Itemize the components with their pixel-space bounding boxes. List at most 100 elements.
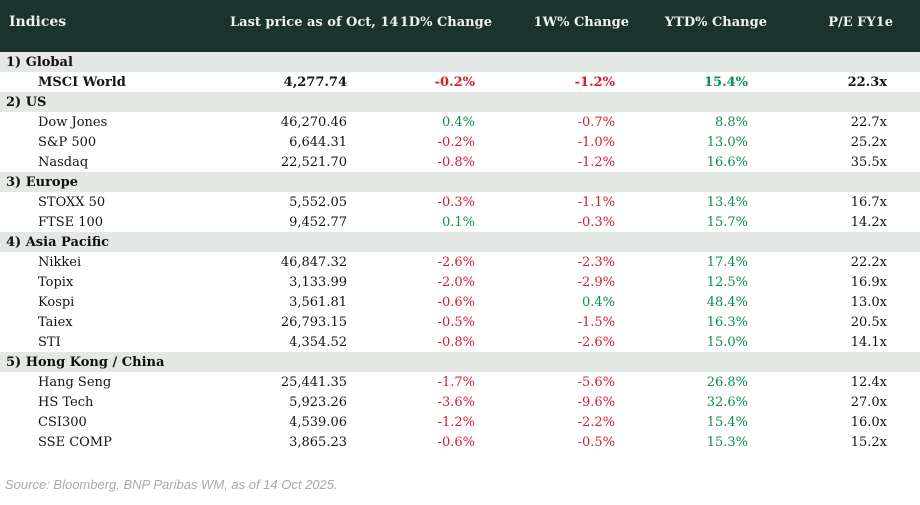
- source-note: Source: Bloomberg, BNP Paribas WM, as of…: [5, 477, 338, 492]
- chg-1d-cell: -3.6%: [437, 394, 475, 410]
- section-row: 4) Asia Pacific: [0, 232, 920, 252]
- last-price-cell: 3,865.23: [289, 434, 347, 450]
- pe-cell: 16.7x: [850, 194, 887, 210]
- index-name-cell: STOXX 50: [38, 194, 106, 210]
- pe-cell: 15.2x: [850, 434, 887, 450]
- chg-1d-cell: -2.6%: [437, 254, 475, 270]
- chg-1w-cell: -1.5%: [577, 314, 615, 330]
- section-label: 2) US: [0, 92, 920, 112]
- pe-cell: 13.0x: [850, 294, 887, 310]
- last-price-cell: 6,644.31: [289, 134, 347, 150]
- chg-1d-cell: -1.2%: [437, 414, 475, 430]
- column-header-last-price: Last price as of Oct, 14: [230, 0, 398, 52]
- chg-1d-cell: -1.7%: [437, 374, 475, 390]
- index-name-cell: CSI300: [38, 414, 87, 430]
- pe-cell: 22.2x: [850, 254, 887, 270]
- chg-1d-cell: -0.3%: [437, 194, 475, 210]
- chg-1w-cell: -2.3%: [577, 254, 615, 270]
- index-row: Hang Seng 25,441.35 -1.7% -5.6% 26.8% 12.4x: [0, 372, 920, 392]
- last-price-cell: 9,452.77: [289, 214, 347, 230]
- chg-1w-cell: -1.1%: [577, 194, 615, 210]
- chg-1d-cell: -2.0%: [437, 274, 475, 290]
- index-row: Taiex 26,793.15 -0.5% -1.5% 16.3% 20.5x: [0, 312, 920, 332]
- pe-cell: 16.0x: [850, 414, 887, 430]
- chg-1w-cell: -2.6%: [577, 334, 615, 350]
- index-row: Nasdaq 22,521.70 -0.8% -1.2% 16.6% 35.5x: [0, 152, 920, 172]
- pe-cell: 22.7x: [850, 114, 887, 130]
- chg-1w-cell: -0.3%: [577, 214, 615, 230]
- chg-1w-cell: -2.2%: [577, 414, 615, 430]
- column-header-pe-fy1e: P/E FY1e: [775, 0, 920, 52]
- index-name-cell: Topix: [38, 274, 74, 290]
- section-label: 4) Asia Pacific: [0, 232, 920, 252]
- index-row: STI 4,354.52 -0.8% -2.6% 15.0% 14.1x: [0, 332, 920, 352]
- indices-table: Indices Last price as of Oct, 14 1D% Cha…: [0, 0, 920, 452]
- chg-ytd-cell: 15.0%: [706, 334, 748, 350]
- last-price-cell: 4,354.52: [289, 334, 347, 350]
- column-header-indices: Indices: [0, 0, 230, 52]
- last-price-cell: 22,521.70: [280, 154, 347, 170]
- chg-ytd-cell: 15.4%: [706, 414, 748, 430]
- chg-1d-cell: 0.1%: [441, 214, 475, 230]
- index-row: MSCI World 4,277.74 -0.2% -1.2% 15.4% 22.3x: [0, 72, 920, 92]
- chg-1w-cell: -2.9%: [577, 274, 615, 290]
- index-row: HS Tech 5,923.26 -3.6% -9.6% 32.6% 27.0x: [0, 392, 920, 412]
- chg-1d-cell: -0.2%: [437, 134, 475, 150]
- index-row: SSE COMP 3,865.23 -0.6% -0.5% 15.3% 15.2x: [0, 432, 920, 452]
- index-name-cell: Taiex: [38, 314, 73, 330]
- index-name-cell: Kospi: [38, 294, 75, 310]
- last-price-cell: 4,277.74: [283, 74, 347, 90]
- last-price-cell: 25,441.35: [280, 374, 347, 390]
- index-row: S&P 500 6,644.31 -0.2% -1.0% 13.0% 25.2x: [0, 132, 920, 152]
- index-name-cell: Dow Jones: [38, 114, 108, 130]
- section-row: 2) US: [0, 92, 920, 112]
- chg-ytd-cell: 15.4%: [703, 74, 748, 90]
- index-name-cell: STI: [38, 334, 61, 350]
- chg-ytd-cell: 16.3%: [706, 314, 748, 330]
- index-row: STOXX 50 5,552.05 -0.3% -1.1% 13.4% 16.7x: [0, 192, 920, 212]
- index-row: Kospi 3,561.81 -0.6% 0.4% 48.4% 13.0x: [0, 292, 920, 312]
- section-label: 1) Global: [0, 52, 920, 72]
- table-body: 1) Global MSCI World 4,277.74 -0.2% -1.2% 15.…: [0, 52, 920, 452]
- column-header-1w-change: 1W% Change: [500, 0, 640, 52]
- section-row: 5) Hong Kong / China: [0, 352, 920, 372]
- last-price-cell: 5,923.26: [289, 394, 347, 410]
- chg-1w-cell: -0.7%: [577, 114, 615, 130]
- index-row: Dow Jones 46,270.46 0.4% -0.7% 8.8% 22.7x: [0, 112, 920, 132]
- section-row: 3) Europe: [0, 172, 920, 192]
- index-row: CSI300 4,539.06 -1.2% -2.2% 15.4% 16.0x: [0, 412, 920, 432]
- section-row: 1) Global: [0, 52, 920, 72]
- pe-cell: 22.3x: [847, 74, 887, 90]
- last-price-cell: 26,793.15: [280, 314, 347, 330]
- chg-1d-cell: -0.8%: [437, 334, 475, 350]
- chg-ytd-cell: 26.8%: [706, 374, 748, 390]
- header-row: Indices Last price as of Oct, 14 1D% Cha…: [0, 0, 920, 52]
- chg-1d-cell: -0.6%: [437, 434, 475, 450]
- index-name-cell: Nasdaq: [38, 154, 89, 170]
- pe-cell: 35.5x: [850, 154, 887, 170]
- pe-cell: 16.9x: [850, 274, 887, 290]
- chg-1w-cell: 0.4%: [581, 294, 615, 310]
- chg-ytd-cell: 48.4%: [706, 294, 748, 310]
- pe-cell: 20.5x: [850, 314, 887, 330]
- last-price-cell: 46,270.46: [280, 114, 347, 130]
- chg-ytd-cell: 13.4%: [706, 194, 748, 210]
- index-row: FTSE 100 9,452.77 0.1% -0.3% 15.7% 14.2x: [0, 212, 920, 232]
- section-label: 3) Europe: [0, 172, 920, 192]
- index-name-cell: Hang Seng: [38, 374, 112, 390]
- index-row: Topix 3,133.99 -2.0% -2.9% 12.5% 16.9x: [0, 272, 920, 292]
- chg-1w-cell: -0.5%: [577, 434, 615, 450]
- chg-1w-cell: -1.0%: [577, 134, 615, 150]
- chg-1d-cell: 0.4%: [441, 114, 475, 130]
- chg-ytd-cell: 12.5%: [706, 274, 748, 290]
- chg-ytd-cell: 13.0%: [706, 134, 748, 150]
- last-price-cell: 3,133.99: [289, 274, 347, 290]
- column-header-1d-change: 1D% Change: [365, 0, 500, 52]
- last-price-cell: 3,561.81: [289, 294, 347, 310]
- pe-cell: 25.2x: [850, 134, 887, 150]
- chg-ytd-cell: 16.6%: [706, 154, 748, 170]
- last-price-cell: 4,539.06: [289, 414, 347, 430]
- table-header: Indices Last price as of Oct, 14 1D% Cha…: [0, 0, 920, 52]
- section-label: 5) Hong Kong / China: [0, 352, 920, 372]
